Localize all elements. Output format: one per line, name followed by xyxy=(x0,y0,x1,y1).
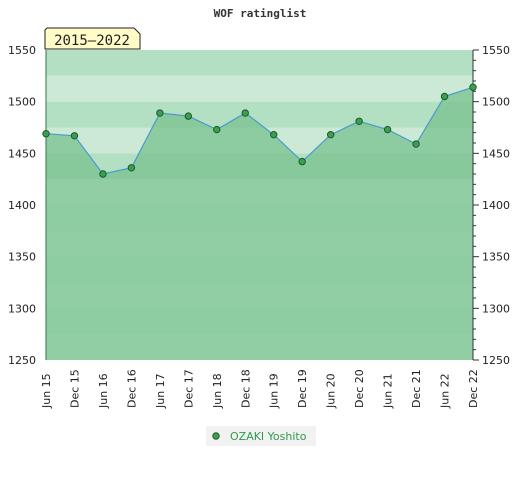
data-point xyxy=(440,92,449,101)
data-point xyxy=(184,112,193,120)
period-badge: 2015–2022 xyxy=(44,27,141,50)
period-badge-label: 2015–2022 xyxy=(54,33,130,49)
data-point xyxy=(469,83,477,91)
y-tick-label-left: 1400 xyxy=(8,199,36,212)
data-point xyxy=(412,140,420,148)
x-tick-label: Dec 17 xyxy=(182,369,195,408)
data-point xyxy=(241,109,249,117)
x-tick-label: Dec 15 xyxy=(68,369,81,408)
data-point xyxy=(213,125,221,134)
background-band xyxy=(46,75,473,102)
y-tick-label-right: 1350 xyxy=(482,251,510,264)
series-line-path xyxy=(45,86,474,175)
x-axis: Jun 15 Dec 15 Jun 16 Dec 16 Jun 17 Dec 17 Jun … xyxy=(40,369,480,409)
data-point xyxy=(326,131,335,139)
y-axis-left: 1250 1300 1350 1400 1450 1500 1550 xyxy=(8,44,47,367)
data-point xyxy=(99,170,107,178)
area-shape xyxy=(46,87,473,360)
y-tick-label-left: 1450 xyxy=(8,147,36,160)
data-point xyxy=(127,164,136,172)
y-tick-label-right: 1250 xyxy=(482,354,510,367)
series-line xyxy=(45,86,474,175)
data-point xyxy=(298,157,306,166)
y-tick-label-right: 1550 xyxy=(482,44,510,57)
x-tick-label: Jun 16 xyxy=(97,373,110,409)
x-tick-label: Jun 22 xyxy=(439,373,452,409)
legend[interactable]: OZAKI Yoshito xyxy=(206,426,316,446)
data-point xyxy=(355,117,363,126)
y-tick-label-left: 1500 xyxy=(8,96,36,109)
x-tick-label: Jun 18 xyxy=(211,373,224,409)
y-tick-label-left: 1250 xyxy=(8,354,36,367)
x-tick-label: Jun 17 xyxy=(154,373,167,409)
x-tick-label: Jun 20 xyxy=(325,373,338,409)
background-band xyxy=(46,50,473,76)
chart-title: WOF ratinglist xyxy=(214,7,307,20)
legend-marker xyxy=(212,432,220,440)
data-points xyxy=(42,83,477,178)
y-tick-label-right: 1400 xyxy=(482,199,510,212)
area-fill xyxy=(46,87,473,360)
x-tick-label: Dec 19 xyxy=(296,369,309,408)
data-point xyxy=(42,130,50,138)
x-tick-label: Jun 19 xyxy=(268,373,281,409)
data-point xyxy=(156,109,164,117)
x-tick-label: Dec 16 xyxy=(125,369,138,408)
y-axis-right: 1250 1300 1350 1400 1450 1500 1550 xyxy=(472,44,510,367)
y-tick-label-left: 1350 xyxy=(8,251,36,264)
y-tick-label-left: 1550 xyxy=(8,44,36,57)
y-tick-label-right: 1300 xyxy=(482,302,510,315)
y-tick-label-right: 1500 xyxy=(482,96,510,109)
x-tick-label: Dec 21 xyxy=(410,369,423,408)
x-tick-label: Dec 18 xyxy=(239,369,252,408)
data-point xyxy=(70,132,79,140)
x-tick-label: Jun 15 xyxy=(40,373,53,409)
x-tick-label: Jun 21 xyxy=(382,373,395,409)
data-point xyxy=(383,125,392,134)
data-point xyxy=(270,131,278,139)
x-tick-label: Dec 20 xyxy=(353,369,366,408)
y-tick-label-right: 1450 xyxy=(482,147,510,160)
x-tick-label: Dec 22 xyxy=(467,369,480,408)
y-tick-label-left: 1300 xyxy=(8,302,36,315)
legend-series-name: OZAKI Yoshito xyxy=(230,430,307,443)
